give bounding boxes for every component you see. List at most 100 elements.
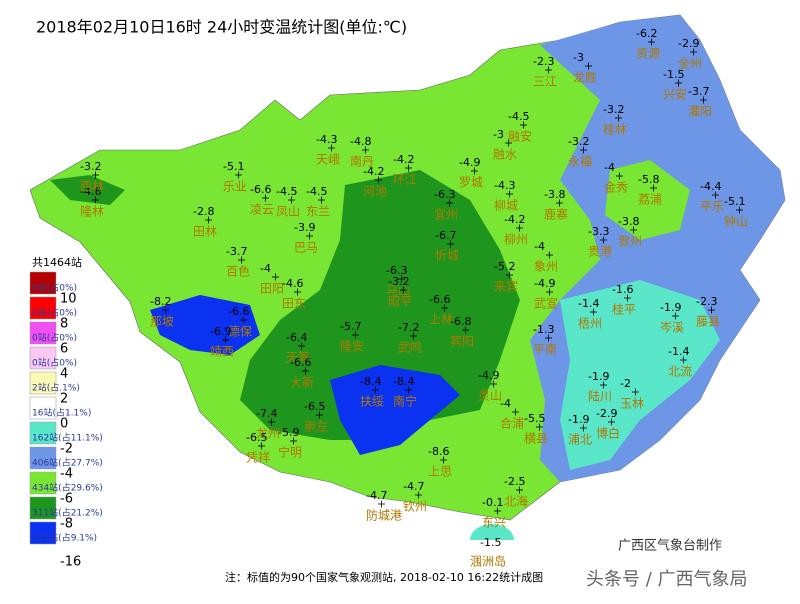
station-value: -4.7 [403,480,424,493]
region-west-low [150,295,260,355]
station-name: 乐业 [223,180,247,194]
station-name: 桂林 [603,122,627,137]
station-name: 东兴 [482,516,506,530]
legend-bound: -2 [60,442,73,457]
station-name: 永福 [568,154,592,169]
station-value: -5.1 [223,160,244,173]
station-name: 龙州 [256,427,280,441]
station-value: -4.9 [459,156,480,169]
station-value: -8.4 [393,375,414,388]
legend-swatch [29,396,57,420]
station-name: 天峨 [316,153,340,167]
station-value: -3.2 [603,103,624,116]
station-name: 岑溪 [660,321,684,335]
station-value: -1.9 [660,301,681,314]
station-value: -1.5 [663,68,684,81]
station-name: 上思 [428,465,452,479]
station-name: 融水 [493,148,517,162]
station-value: -3.7 [688,85,709,98]
legend-count: 0站(占0%) [32,332,77,344]
station-name: 凤山 [276,205,300,219]
legend-swatch [29,271,57,295]
legend-count: 162站(占11.1%) [32,432,103,444]
credit: 广西区气象台制作 [618,538,722,554]
station-name: 藤县 [696,315,720,329]
station-value: -3.7 [226,245,247,258]
legend-bound: -4 [60,467,73,482]
station-name: 桂平 [612,302,636,317]
station-name: 忻城 [435,249,459,263]
station-value: -2.8 [193,205,214,218]
legend-bound: 10 [60,292,77,307]
station-name: 靖西 [210,345,234,359]
station-value: -3.8 [544,188,565,201]
station-name: 金秀 [604,180,628,195]
station-value: -4.2 [393,153,414,166]
station-name: 宁明 [278,445,302,460]
station-name: 马山 [386,284,410,298]
region-center [240,170,520,440]
station-value: -4.7 [366,489,387,502]
station-name: 田东 [282,297,306,311]
station-name: 那坡 [150,315,174,329]
station-name: 扶绥 [360,394,384,409]
station-name: 天等 [286,351,310,365]
station-value: -6.6 [429,293,450,306]
legend-swatch [29,521,57,545]
station-value: -6.9 [210,325,231,338]
station-name: 荔浦 [638,193,662,207]
station-value: -4.9 [478,369,499,382]
station-value: -3.2 [388,275,409,288]
title: 2018年02月10日16时 24小时变温统计图(单位:℃) [36,18,407,37]
station-value: -4.9 [534,277,555,290]
station-name: 德保 [228,324,252,339]
legend-bound: -16 [60,555,81,570]
region-east-green [605,160,690,240]
station-name: 资源 [636,47,660,61]
station-name: 武宣 [534,296,558,311]
station-name: 大新 [290,375,314,390]
island-name: 涠洲岛 [470,554,506,569]
station-name: 南宁 [393,394,417,409]
station-value: -4.5 [508,110,529,123]
region-northwest [50,175,125,205]
legend-total: 共1464站 [32,255,82,269]
island-area [470,524,514,540]
station-value: -2.9 [678,37,699,50]
station-name: 东兰 [306,205,330,219]
station-name: 灌阳 [688,105,712,119]
footnote: 注：标值的为90个国家气象观测站, 2018-02-10 16:22统计成图 [225,570,543,584]
station-name: 平南 [533,342,557,357]
legend-swatch [29,346,57,370]
legend-count: 133站(占9.1%) [32,532,97,544]
station-name: 钦州 [403,500,427,514]
station-value: -5.5 [524,412,545,425]
station-value: -8.6 [428,445,449,458]
station-name: 百色 [226,265,250,279]
station-value: -2.9 [596,407,617,420]
station-value: -2.3 [533,55,554,68]
station-name: 南丹 [350,154,374,169]
legend-swatch [29,371,57,395]
island-value: -1.5 [480,536,501,549]
station-name: 钟山 [724,214,748,229]
station-value: -8.4 [360,375,381,388]
station-value: -4 [500,397,511,410]
station-name: 灵山 [478,389,502,403]
station-value: -4.3 [316,133,337,146]
station-value: -1.3 [533,323,554,336]
station-name: 三江 [533,75,557,89]
station-value: -3.8 [618,215,639,228]
region-nanning-low [330,365,460,455]
station-value: -7.4 [256,407,277,420]
legend-count: 0站(占0%) [32,307,77,319]
station-name: 博白 [596,426,620,441]
station-name: 北海 [504,494,528,509]
legend-count: 406站(占27.7%) [32,457,103,469]
station-name: 宾阳 [450,334,474,349]
station-value: -4.4 [700,180,721,193]
station-name: 昭平 [388,295,412,309]
legend-bound: 2 [60,392,68,407]
station-name: 环江 [393,173,417,187]
